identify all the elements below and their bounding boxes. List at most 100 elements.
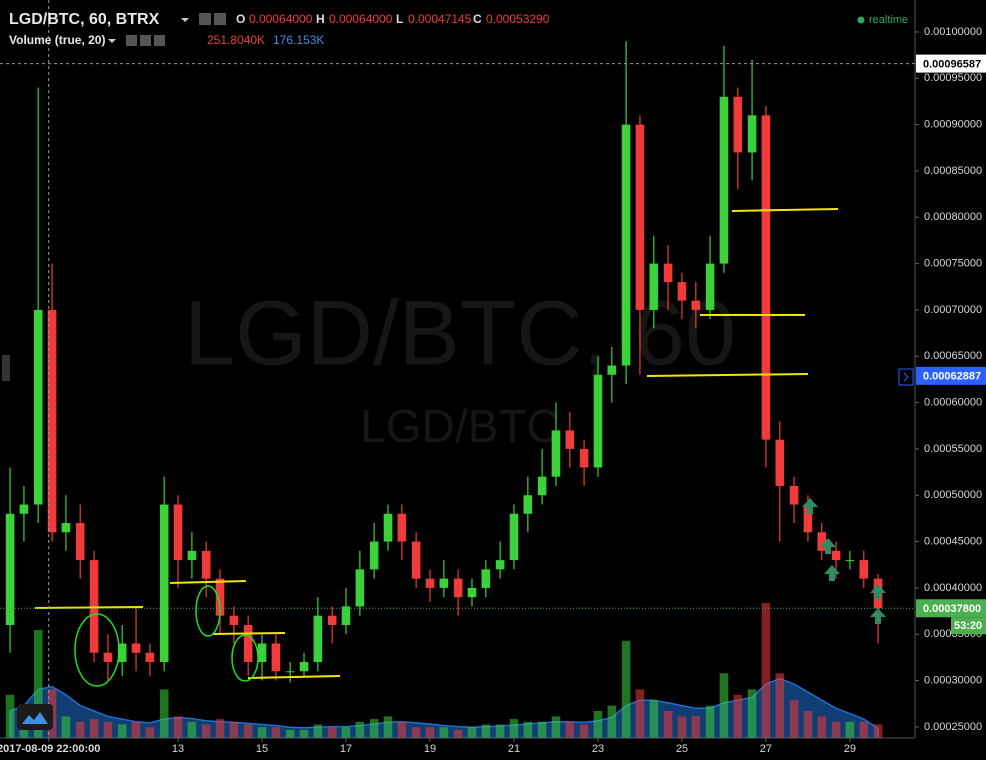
circle-mark (195, 585, 221, 637)
up-arrow (802, 498, 818, 514)
icon-button[interactable] (154, 35, 165, 46)
side-handle[interactable] (2, 355, 10, 381)
x-tick-label: 2017-08-09 22:00:00 (0, 743, 100, 755)
candle-body (663, 263, 673, 283)
support-line (731, 208, 839, 212)
candle-body (467, 587, 477, 598)
candle-body (215, 578, 225, 616)
volume-bar (523, 721, 533, 738)
volume-bar (411, 727, 421, 738)
volume-bar (663, 711, 673, 738)
candle-body (481, 569, 491, 588)
candle-body (89, 560, 99, 653)
candle-body (145, 652, 155, 663)
volume-bar (747, 689, 757, 738)
y-tick-label: 0.00050000 (924, 489, 982, 501)
volume-bar (831, 721, 841, 738)
arrows (802, 498, 886, 624)
volume-bar (677, 716, 687, 738)
icon-button[interactable] (199, 13, 211, 25)
candle-body (803, 504, 813, 533)
volume-bar (89, 719, 99, 738)
candle-body (33, 309, 43, 505)
candle-body (635, 124, 645, 310)
watermark-sub: LGD/BTC (360, 400, 559, 452)
x-tick-label: 29 (844, 743, 856, 755)
icon-button[interactable] (140, 35, 151, 46)
candle-body (677, 282, 687, 301)
candle-body (327, 615, 337, 625)
candle-body (719, 96, 729, 264)
volume-bar (243, 724, 253, 738)
logo-bg (17, 704, 53, 730)
volume-bar (859, 721, 869, 738)
support-line (646, 373, 809, 377)
candle-body (579, 448, 589, 468)
volume-bar (775, 673, 785, 738)
countdown-bg (951, 617, 986, 635)
volume-bar (313, 724, 323, 738)
up-arrow (870, 608, 886, 624)
candle-body (817, 532, 827, 551)
volume-bar (607, 705, 617, 738)
volume-bar (33, 630, 43, 738)
candle-body (775, 439, 785, 486)
volume-bar (873, 724, 883, 738)
scroll-button[interactable] (898, 368, 914, 386)
h-value: 0.00064000 (329, 12, 393, 26)
candle-body (537, 476, 547, 496)
icon-button[interactable] (214, 13, 226, 25)
y-tick-label: 0.00095000 (924, 72, 982, 84)
volume-value: 251.8040K (207, 33, 265, 47)
volume-bar (635, 689, 645, 738)
volume-bar (145, 727, 155, 738)
price-label-bg (916, 366, 986, 385)
support-line (34, 606, 144, 609)
candle-body (159, 504, 169, 663)
candle-body (257, 643, 267, 663)
up-arrow (820, 538, 836, 554)
icon-button[interactable] (126, 35, 137, 46)
candle-body (131, 643, 141, 653)
volume-bar (649, 700, 659, 738)
candle-body (173, 504, 183, 561)
price-label: 0.00037800 (923, 603, 981, 615)
volume-bar (593, 711, 603, 738)
y-tick-label: 0.00090000 (924, 119, 982, 131)
circles (74, 585, 259, 687)
candle-body (551, 430, 561, 477)
volume-bar (103, 721, 113, 738)
logo[interactable] (17, 704, 53, 730)
y-tick-label: 0.00040000 (924, 582, 982, 594)
volume-bar (5, 694, 15, 738)
candle-body (19, 504, 29, 514)
candle-body (621, 124, 631, 366)
candle-body (313, 615, 323, 663)
candle-body (229, 615, 239, 625)
x-tick-label: 21 (508, 743, 520, 755)
volume-bar (159, 689, 169, 738)
up-arrow (824, 565, 840, 581)
c-value: 0.00053290 (486, 12, 550, 26)
indicator-name[interactable]: Volume (true, 20) (9, 33, 105, 47)
dropdown[interactable] (108, 39, 116, 43)
volume-bar (75, 721, 85, 738)
symbol[interactable]: LGD/BTC, 60, BTRX (9, 11, 160, 28)
candle-body (565, 430, 575, 449)
volume-bar (327, 727, 337, 738)
y-tick-label: 0.00100000 (924, 26, 982, 38)
volume-bar (117, 724, 127, 738)
price-label-bg (916, 54, 986, 73)
volume-bar (509, 719, 519, 738)
dropdown[interactable] (181, 18, 189, 22)
volume-bar (173, 716, 183, 738)
candle-layer (5, 41, 883, 683)
candle-body (75, 523, 85, 561)
volume-bar (397, 721, 407, 738)
candle-body (299, 662, 309, 672)
volume-bar (691, 716, 701, 738)
candle-body (845, 560, 855, 562)
